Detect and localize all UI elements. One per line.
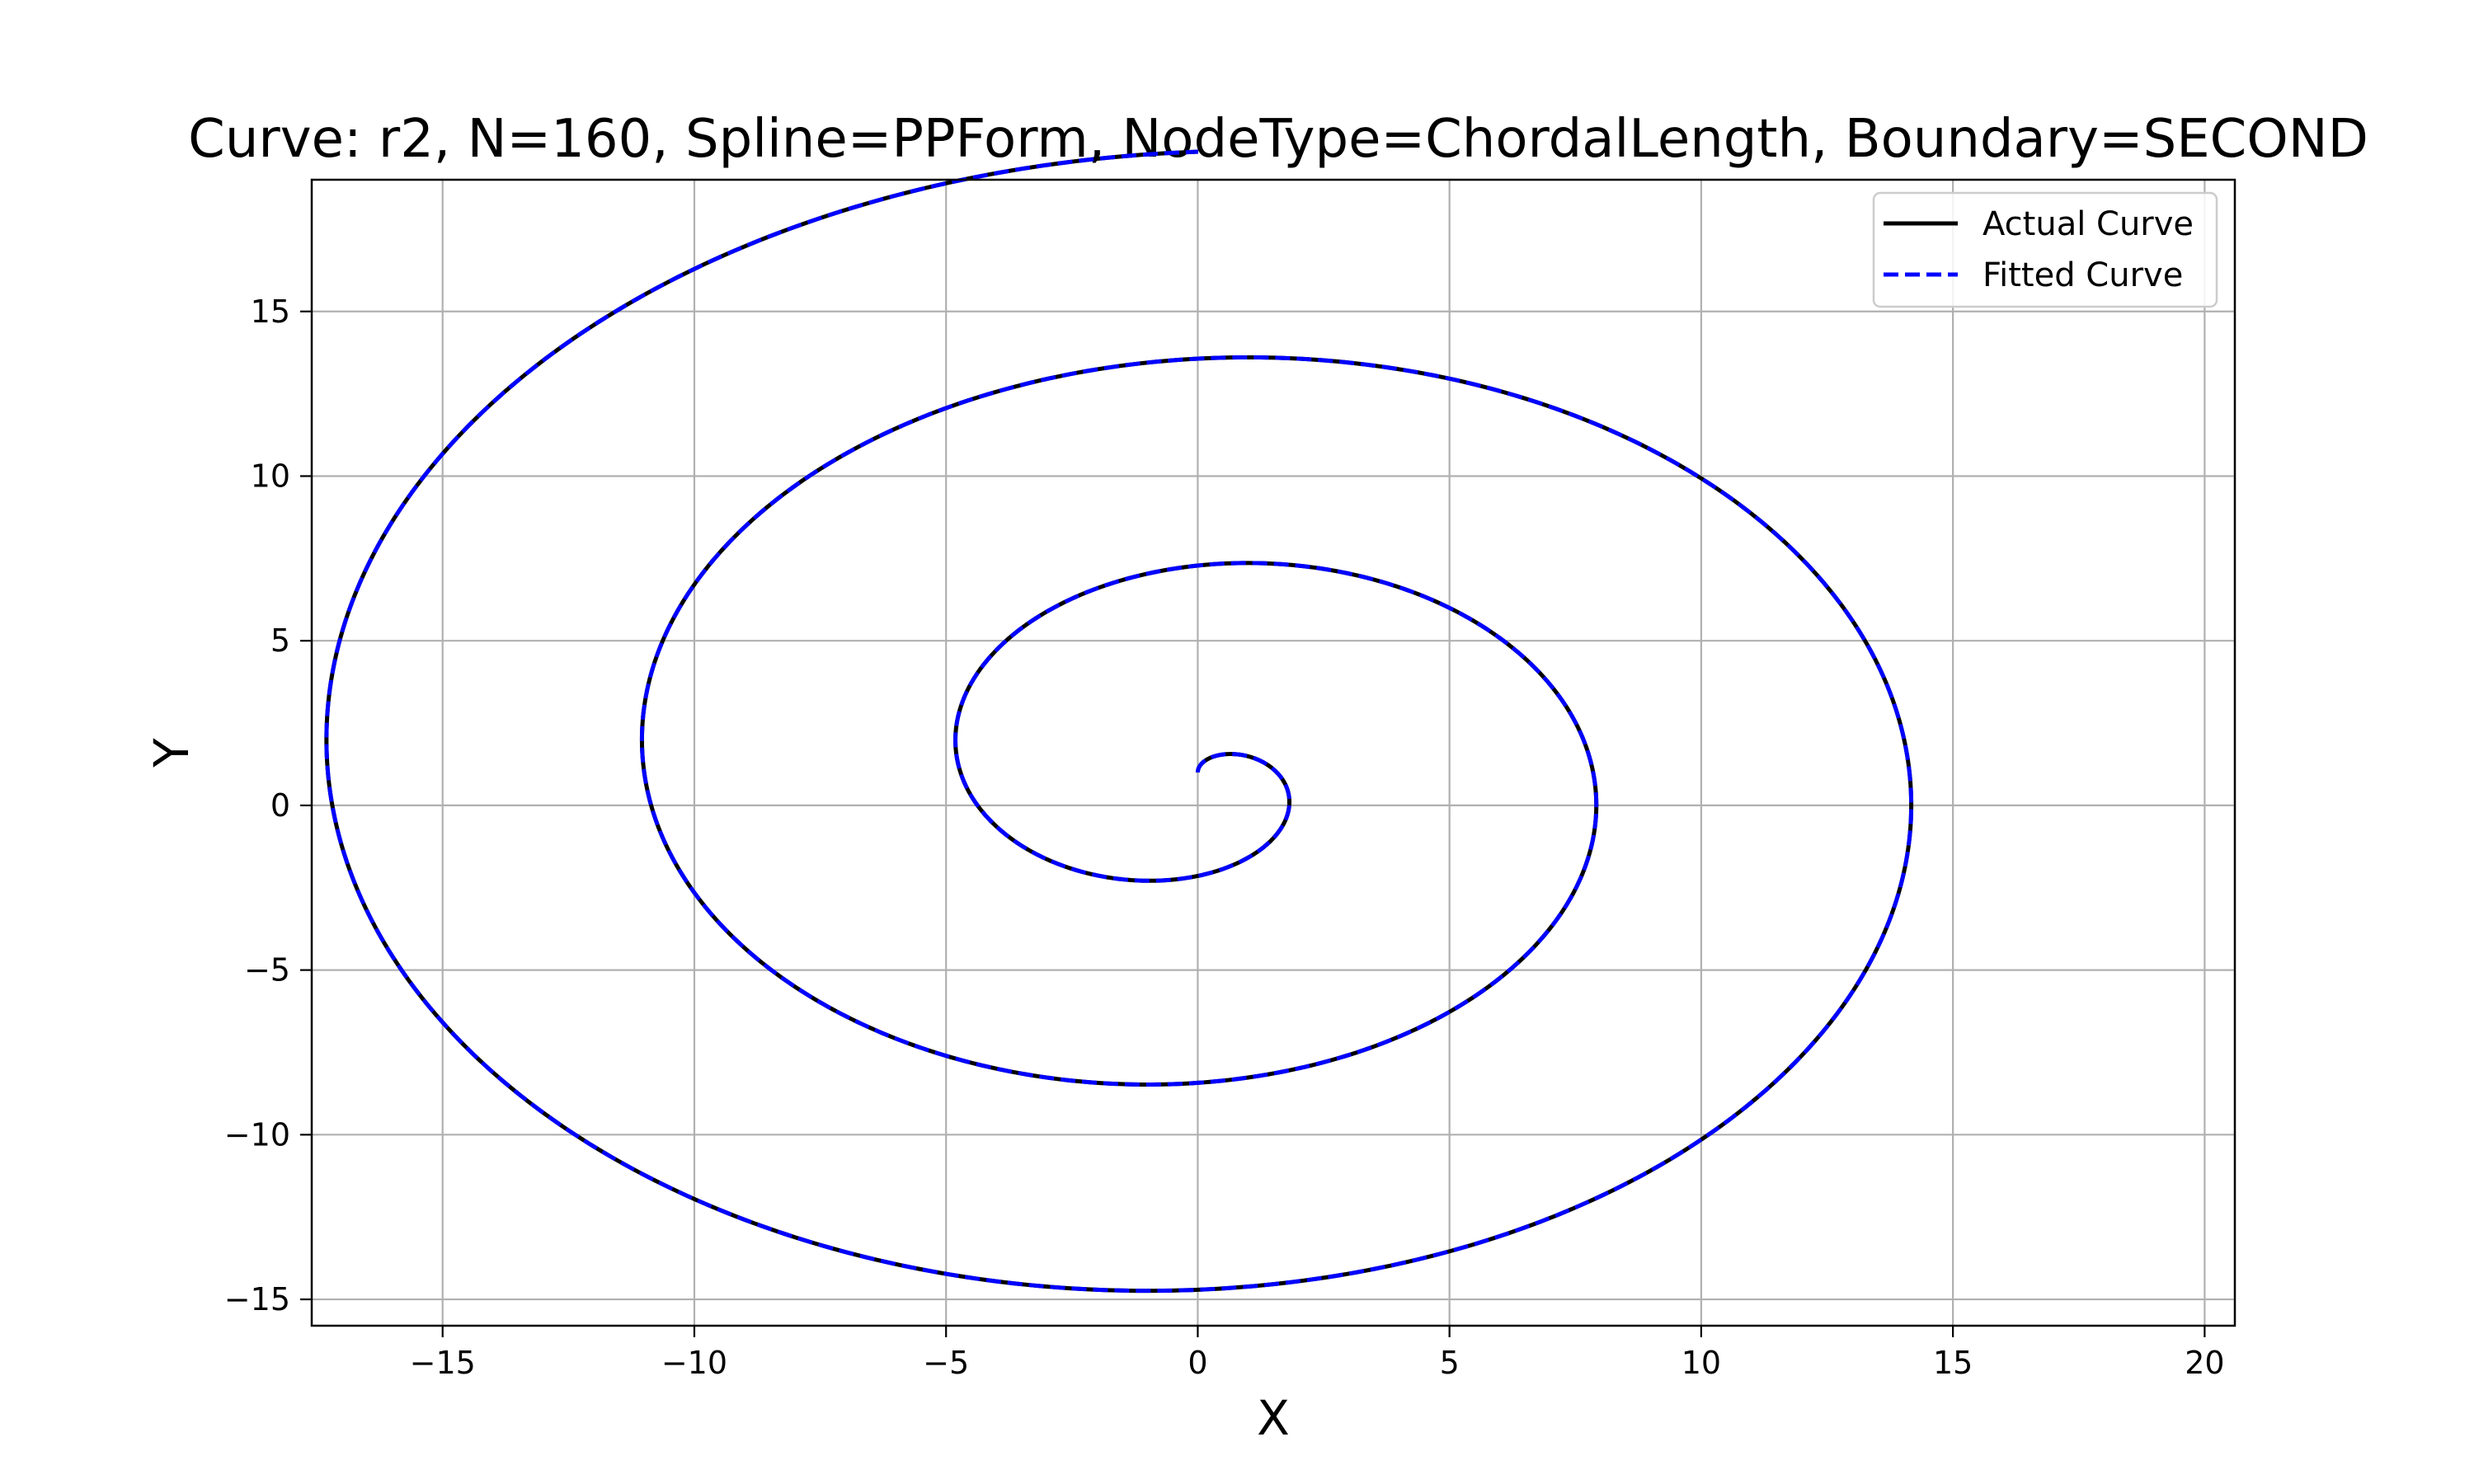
- x-tick-label: 15: [1933, 1345, 1973, 1381]
- y-tick-label: 0: [270, 787, 290, 824]
- legend-label-actual-curve: Actual Curve: [1982, 205, 2194, 243]
- y-axis-title: Y: [143, 738, 200, 768]
- plot-curves: [324, 149, 1914, 1294]
- x-tick-label: −10: [661, 1345, 727, 1381]
- y-tick-label: −15: [224, 1281, 290, 1317]
- x-axis-title: X: [1257, 1390, 1290, 1446]
- plot-frame: [310, 178, 2236, 1327]
- x-tick-label: 0: [1188, 1345, 1207, 1381]
- y-tick-label: −10: [224, 1116, 290, 1153]
- chart-title: Curve: r2, N=160, Spline=PPForm, NodeTyp…: [188, 109, 2368, 170]
- x-tick-label: 20: [2185, 1345, 2224, 1381]
- y-tick-label: 10: [251, 458, 290, 494]
- legend: Actual Curve Fitted Curve: [1872, 191, 2218, 308]
- x-tick-label: 10: [1681, 1345, 1721, 1381]
- legend-label-fitted-curve: Fitted Curve: [1982, 256, 2183, 294]
- series-line-fitted-curve: [324, 149, 1914, 1294]
- axis-ticks: −15 −10 −5 0 5 10 15 20 −15 −10 −5 0 5 10 15: [224, 294, 2225, 1381]
- y-tick-label: 5: [270, 622, 290, 659]
- x-tick-label: 5: [1440, 1345, 1460, 1381]
- legend-box: [1872, 191, 2218, 308]
- grid: [312, 180, 2235, 1326]
- x-tick-label: −15: [410, 1345, 476, 1381]
- y-tick-label: −5: [244, 952, 290, 989]
- y-tick-label: 15: [251, 294, 290, 330]
- x-tick-label: −5: [923, 1345, 969, 1381]
